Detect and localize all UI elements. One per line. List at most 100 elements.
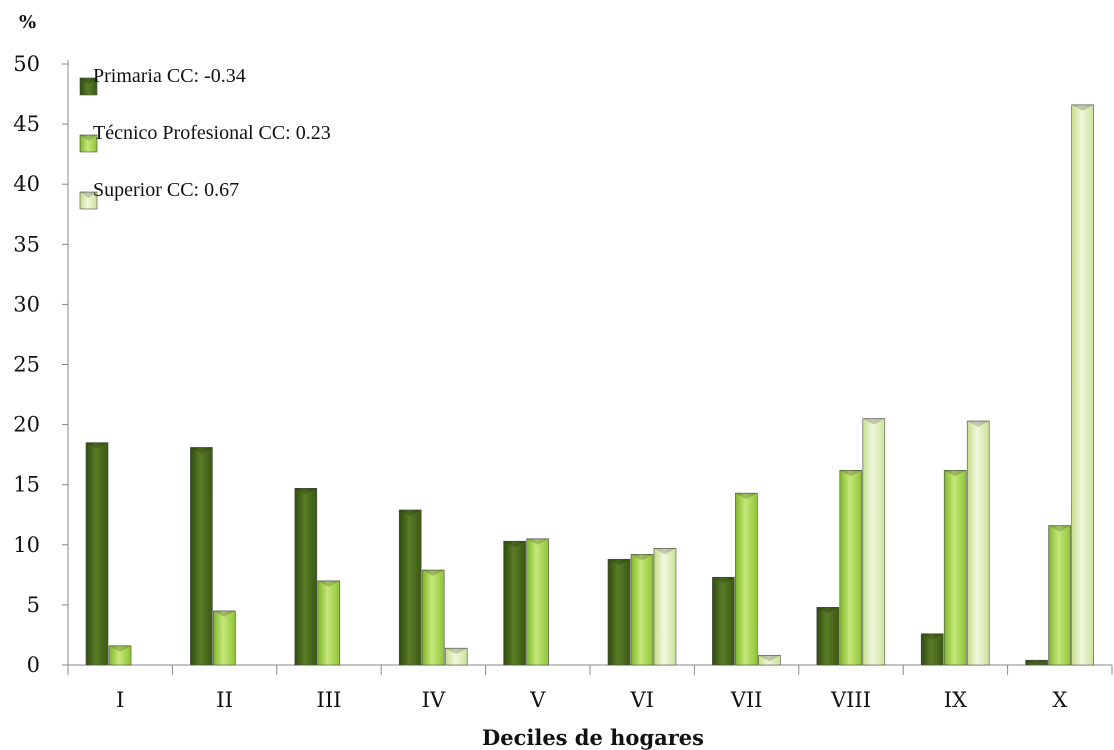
bar-body [862,418,886,666]
y-tick-label: 35 [13,232,40,256]
bar [816,607,840,666]
x-tick-label: II [216,688,233,712]
bar-cap [526,538,549,545]
bar-body [421,569,445,666]
x-tick-label: X [1052,688,1067,712]
y-tick-label: 25 [13,353,40,377]
bar [839,469,863,666]
bar-body [85,442,109,666]
bar [920,633,944,666]
bar-cap [839,470,862,477]
bar-body [294,488,318,666]
legend-swatch-cap [80,78,97,84]
bar-cap [712,577,735,584]
y-unit-label: % [19,12,36,33]
bar-body [1071,104,1094,666]
bar-cap [1071,104,1094,111]
bar [421,569,445,666]
x-axis-title: Deciles de hogares [482,725,704,750]
y-tick-label: 5 [27,593,40,617]
legend-label: Superior CC: 0.67 [93,179,239,201]
x-tick-label: III [317,688,342,712]
bar-body [920,633,944,666]
bar [653,548,677,666]
bar-body [213,610,236,666]
y-tick-label: 15 [13,473,40,497]
bar-cap [816,607,839,614]
legend-item: Técnico Profesional CC: 0.23 [79,122,331,153]
bar-cap [213,610,236,617]
bar [526,538,549,666]
x-tick-label: VIII [830,688,871,712]
bar [1025,659,1048,666]
bar-body [966,420,990,666]
bar-cap [758,655,781,662]
bar [758,655,781,666]
x-tick-label: IV [422,688,446,712]
bars [85,104,1094,666]
legend-item: Primaria CC: -0.34 [79,65,246,96]
bar [190,447,213,666]
bar [1071,104,1094,666]
bar-body [317,580,341,666]
bar-cap [422,570,445,577]
y-tick-label: 50 [13,52,40,76]
legend-swatch-cap [80,192,97,198]
bar-body [190,447,213,666]
bar-cap [944,470,967,477]
bar-body [653,548,677,666]
bar [862,418,886,666]
y-tick-label: 0 [27,653,40,677]
bar-body [398,509,422,666]
bar-cap [654,548,676,555]
bar-cap [735,493,758,500]
bar [294,488,318,666]
bar-body [943,469,967,666]
bar-body [758,655,781,666]
bar-cap [317,580,340,587]
bar [398,509,422,666]
bar-body [1048,525,1071,666]
bar-body [839,469,863,666]
bar-body [503,540,526,666]
bar [712,576,735,666]
legend-swatch [79,191,98,210]
bar [85,442,109,666]
bar-cap [190,447,213,454]
x-tick-label: V [529,688,546,712]
bar-body [444,647,468,666]
bar-cap [445,648,468,655]
bar [317,580,341,666]
x-tick-label: I [116,688,124,712]
bar [607,558,631,666]
x-tick-label: VII [730,688,763,712]
bar-cap [1025,660,1048,665]
bar-body [1025,659,1048,666]
bar [503,540,526,666]
bar-cap [86,442,108,449]
bar-cap [109,645,131,652]
y-tick-label: 30 [13,292,40,316]
bar-body [526,538,549,666]
x-tick-label: VI [629,688,653,712]
y-tick-label: 45 [13,112,40,136]
bar-cap [921,633,944,640]
legend-swatch [79,77,98,96]
bar [943,469,967,666]
y-tick-label: 40 [13,172,40,196]
bar [444,647,468,666]
bar-cap [503,541,526,548]
legend: Primaria CC: -0.34 Técnico Profesional CC… [79,65,331,210]
legend-item: Superior CC: 0.67 [79,179,239,210]
bar-cap [294,488,317,495]
y-tick-label: 10 [13,533,40,557]
bar-cap [967,420,990,427]
legend-label: Técnico Profesional CC: 0.23 [93,122,331,144]
legend-swatch-cap [80,135,97,141]
bar [1048,525,1071,666]
bar-cap [1048,525,1071,532]
x-tick-label: IX [944,688,967,712]
bar-body [630,554,654,666]
